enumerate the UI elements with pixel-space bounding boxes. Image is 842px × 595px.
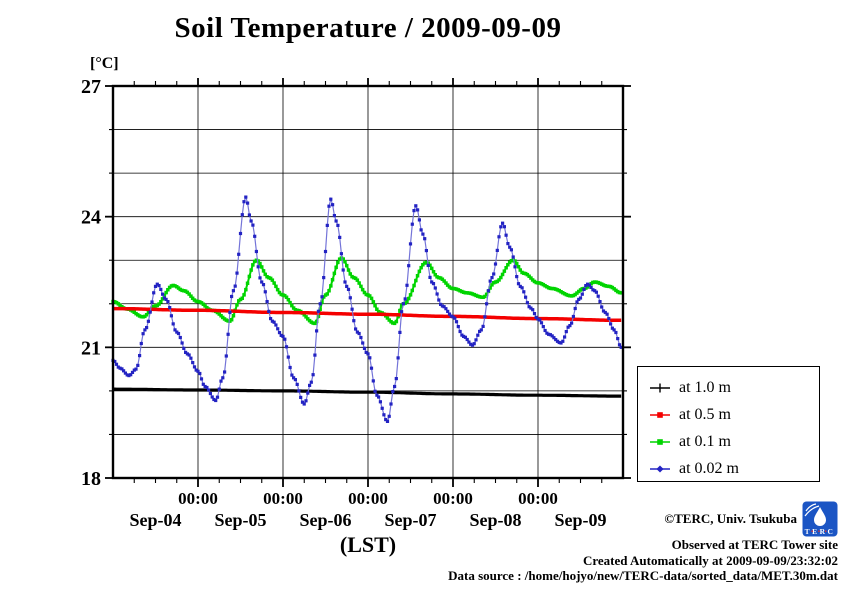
legend-item-0.02m: at 0.02 m (647, 455, 819, 482)
series-at-0.5-m (113, 306, 622, 323)
svg-text:24: 24 (81, 207, 101, 229)
svg-text:00:00: 00:00 (518, 489, 558, 508)
y-axis-unit-label: [°C] (90, 55, 119, 72)
svg-text:Sep-06: Sep-06 (299, 510, 351, 530)
diamond-marker-icon (656, 464, 664, 473)
data-source-text: Data source : /home/hojyo/new/TERC-data/… (448, 568, 838, 583)
legend-label: at 1.0 m (679, 378, 731, 396)
svg-text:Sep-05: Sep-05 (214, 510, 266, 530)
svg-text:(LST): (LST) (340, 532, 396, 557)
legend-item-1.0m: at 1.0 m (647, 374, 819, 401)
square-marker-icon (657, 411, 663, 418)
svg-text:Sep-08: Sep-08 (469, 510, 521, 530)
created-text: Created Automatically at 2009-09-09/23:3… (582, 552, 838, 568)
legend-swatch (650, 464, 670, 473)
legend-swatch (650, 438, 670, 445)
terc-logo: TERC (802, 501, 838, 537)
chart-title: Soil Temperature / 2009-09-09 (174, 12, 562, 44)
copyright-text: ©TERC, Univ. Tsukuba (664, 511, 797, 527)
legend-label: at 0.5 m (679, 405, 731, 423)
series-at-0.02-m (111, 195, 623, 423)
legend-label: at 0.02 m (679, 459, 739, 477)
svg-text:TERC: TERC (805, 527, 836, 536)
svg-text:Sep-04: Sep-04 (129, 510, 181, 530)
svg-text:00:00: 00:00 (348, 489, 388, 508)
gridlines (113, 86, 623, 478)
square-marker-icon (657, 438, 663, 445)
axis-labels: 27 24 21 18 00:00 00:00 00:00 00:00 00:00 Sep-04 S… (81, 76, 607, 557)
svg-text:18: 18 (81, 468, 101, 490)
observed-text: Observed at TERC Tower site (671, 537, 838, 552)
series-at-1.0-m (113, 387, 622, 398)
svg-text:00:00: 00:00 (178, 489, 218, 508)
svg-text:Sep-09: Sep-09 (554, 510, 606, 530)
water-drop-icon (814, 507, 826, 526)
copyright-row: ©TERC, Univ. Tsukuba TERC (408, 501, 838, 537)
legend-item-0.1m: at 0.1 m (647, 428, 819, 455)
legend-item-0.5m: at 0.5 m (647, 401, 819, 428)
svg-text:00:00: 00:00 (433, 489, 473, 508)
svg-text:27: 27 (81, 76, 101, 98)
svg-text:21: 21 (81, 337, 101, 359)
legend-swatch (650, 383, 670, 392)
legend-label: at 0.1 m (679, 432, 731, 450)
series-at-0.1-m (111, 256, 623, 326)
annotation-block: ©TERC, Univ. Tsukuba TERC Observed at TE… (408, 501, 838, 584)
legend-box: at 1.0 m at 0.5 m at 0.1 m at 0.02 m (637, 366, 820, 482)
svg-text:00:00: 00:00 (263, 489, 303, 508)
plot-frame (111, 84, 625, 480)
legend-swatch (650, 411, 670, 418)
svg-text:Sep-07: Sep-07 (384, 510, 436, 530)
